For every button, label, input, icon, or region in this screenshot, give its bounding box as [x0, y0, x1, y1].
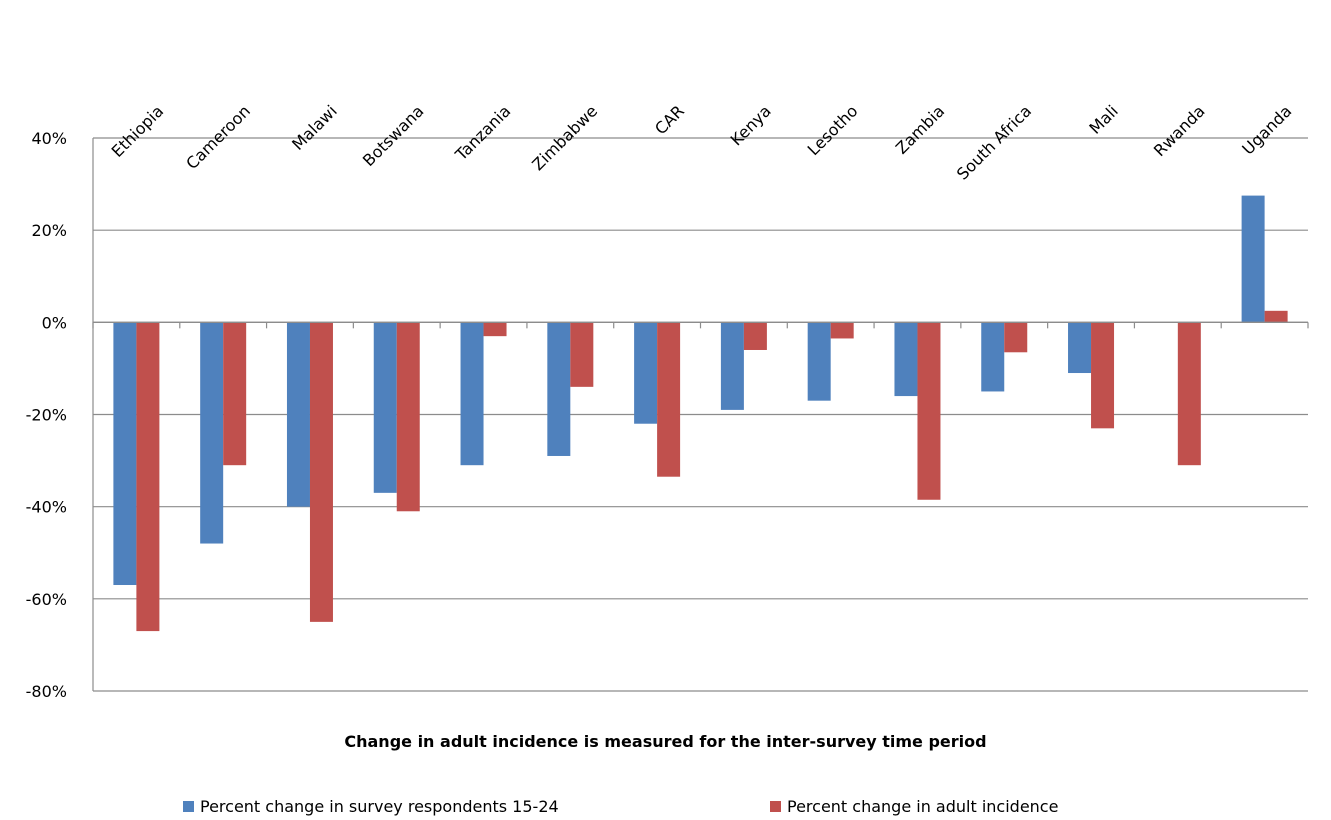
category-label-cameroon: Cameroon [182, 101, 254, 173]
category-label-uganda: Uganda [1238, 101, 1295, 158]
y-tick-label: -80% [26, 682, 67, 701]
y-tick-label: 20% [31, 221, 67, 240]
category-label-car: CAR [651, 101, 688, 138]
bar-incidence-zambia [917, 322, 941, 500]
bar-respondents-mali [1068, 322, 1092, 374]
bar-respondents-zimbabwe [547, 322, 571, 456]
bar-incidence-car [657, 322, 681, 477]
bar-respondents-south-africa [981, 322, 1005, 392]
category-label-tanzania: Tanzania [451, 101, 514, 164]
legend-swatch-series-2 [770, 801, 781, 812]
category-label-zambia: Zambia [892, 101, 948, 157]
legend-item-series-1: Percent change in survey respondents 15-… [183, 797, 559, 816]
y-tick-label: 0% [42, 313, 67, 332]
bar-respondents-cameroon [200, 322, 224, 544]
bar-incidence-lesotho [830, 322, 854, 339]
category-label-south-africa: South Africa [953, 101, 1035, 183]
gridlines [93, 137, 1308, 692]
bar-respondents-zambia [894, 322, 918, 397]
bar-respondents-lesotho [807, 322, 831, 401]
bar-respondents-ethiopia [113, 322, 137, 586]
bar-respondents-kenya [720, 322, 744, 410]
bar-incidence-malawi [309, 322, 333, 622]
bar-incidence-mali [1091, 322, 1115, 429]
bars [113, 195, 1288, 632]
bar-respondents-botswana [373, 322, 397, 493]
category-label-kenya: Kenya [727, 101, 775, 149]
bar-incidence-rwanda [1177, 322, 1201, 466]
category-label-rwanda: Rwanda [1150, 101, 1209, 160]
bar-incidence-cameroon [223, 322, 247, 466]
legend-label-series-1: Percent change in survey respondents 15-… [200, 797, 559, 816]
x-axis-caption: Change in adult incidence is measured fo… [344, 732, 987, 751]
legend-item-series-2: Percent change in adult incidence [770, 797, 1058, 816]
category-label-malawi: Malawi [288, 101, 341, 154]
bar-respondents-car [634, 322, 658, 424]
bar-chart: 40% 20% 0% -20% -40% -60% -80% Ethiopia Cameroon… [26, 101, 1309, 701]
legend-label-series-2: Percent change in adult incidence [787, 797, 1059, 816]
axes [92, 138, 1309, 691]
category-label-ethiopia: Ethiopia [108, 101, 168, 161]
bar-incidence-south-africa [1004, 322, 1028, 353]
bar-incidence-botswana [396, 322, 420, 512]
legend-swatch-series-1 [183, 801, 194, 812]
category-label-mali: Mali [1085, 101, 1121, 137]
y-tick-label: -20% [26, 406, 67, 425]
bar-incidence-zimbabwe [570, 322, 594, 387]
bar-respondents-tanzania [460, 322, 484, 466]
y-tick-label: 40% [31, 129, 67, 148]
bar-respondents-malawi [286, 322, 310, 507]
bar-incidence-uganda [1264, 310, 1288, 323]
category-label-lesotho: Lesotho [804, 101, 862, 159]
bar-incidence-tanzania [483, 322, 507, 337]
y-tick-label: -60% [26, 590, 67, 609]
bar-incidence-kenya [743, 322, 767, 350]
bar-incidence-ethiopia [136, 322, 160, 632]
y-tick-label: -40% [26, 498, 67, 517]
bar-respondents-uganda [1241, 195, 1265, 323]
category-label-botswana: Botswana [359, 101, 428, 170]
